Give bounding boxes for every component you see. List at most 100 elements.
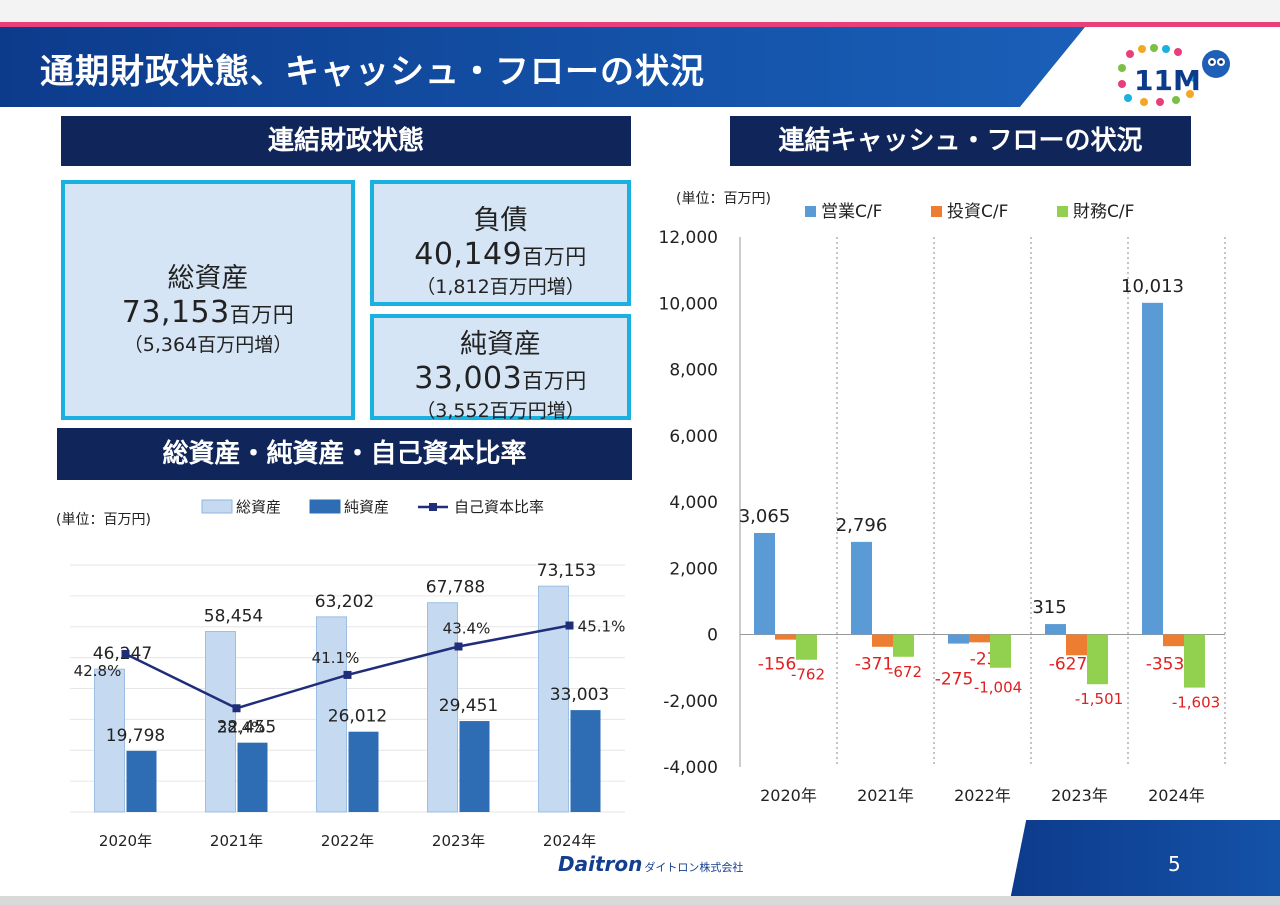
y-tick-label: 2,000 <box>669 559 718 579</box>
ratio-marker <box>121 649 130 658</box>
x-tick-label: 2021年 <box>210 832 263 850</box>
bar-total-assets <box>427 602 458 813</box>
x-tick-label: 2022年 <box>954 786 1011 805</box>
section-header-cashflow: 連結キャッシュ・フローの状況 <box>730 116 1191 166</box>
bar-net-assets <box>126 750 157 812</box>
bar-total-assets <box>94 668 125 813</box>
bar-operating-cf <box>851 541 872 635</box>
legend-label: 自己資本比率 <box>454 498 544 516</box>
total-assets-label: 総資産 <box>167 263 249 294</box>
section-header-assets-chart: 総資産・純資産・自己資本比率 <box>57 428 632 480</box>
total-assets-value-label: 73,153 <box>537 561 596 581</box>
cf-value-label: -1,501 <box>1075 690 1123 708</box>
total-assets-change: （5,364百万円増） <box>123 334 293 356</box>
net-assets-box: 純資産 33,003百万円 （3,552百万円増） <box>370 314 631 422</box>
bar-investing-cf <box>872 634 893 647</box>
net-assets-value-label: 29,451 <box>439 696 498 716</box>
ratio-value-label: 45.1% <box>578 618 626 636</box>
bar-financing-cf <box>990 634 1011 668</box>
cf-value-label: 315 <box>1032 597 1066 618</box>
legend-swatch <box>309 499 341 514</box>
bar-operating-cf <box>1045 624 1066 635</box>
company-logo: Daitron ダイトロン株式会社 <box>558 852 744 876</box>
bar-net-assets <box>348 731 379 812</box>
cf-value-label: 2,796 <box>836 515 888 536</box>
page-title: 通期財政状態、キャッシュ・フローの状況 <box>40 52 705 92</box>
net-assets-value: 33,003百万円 <box>414 361 587 396</box>
top-strip <box>0 0 1280 24</box>
bar-financing-cf <box>893 634 914 657</box>
y-tick-label: 8,000 <box>669 361 718 381</box>
ratio-marker <box>565 621 574 630</box>
liabilities-value: 40,149百万円 <box>414 237 587 272</box>
bar-net-assets <box>237 742 268 812</box>
section-header-balance: 連結財政状態 <box>61 116 631 166</box>
x-tick-label: 2023年 <box>432 832 485 850</box>
x-tick-label: 2024年 <box>1148 786 1205 805</box>
bar-financing-cf <box>1087 634 1108 685</box>
y-tick-label: 6,000 <box>669 427 718 447</box>
brand-logo-icon: 11M <box>1118 44 1230 106</box>
y-tick-label: 12,000 <box>659 228 718 248</box>
bar-total-assets <box>205 631 236 813</box>
legend-label: 投資C/F <box>947 202 1008 222</box>
bottom-strip <box>0 896 1280 905</box>
cf-value-label: -762 <box>791 666 825 684</box>
net-assets-value-label: 19,798 <box>106 726 165 746</box>
liabilities-box: 負債 40,149百万円 （1,812百万円増） <box>370 180 631 306</box>
ratio-marker <box>343 670 352 679</box>
ratio-value-label: 43.4% <box>443 620 491 638</box>
footer-band <box>1010 820 1280 900</box>
ratio-value-label: 38.4% <box>218 718 266 736</box>
y-tick-label: 0 <box>707 626 718 646</box>
bar-total-assets <box>538 585 569 813</box>
net-assets-value-label: 26,012 <box>328 707 387 727</box>
legend-swatch <box>931 206 942 217</box>
x-tick-label: 2020年 <box>760 786 817 805</box>
legend-swatch <box>805 206 816 217</box>
right-unit-note: (単位：百万円) <box>676 191 771 207</box>
cf-value-label: -275 <box>935 670 974 690</box>
ratio-marker <box>454 642 463 651</box>
net-assets-label: 純資産 <box>460 329 541 360</box>
ratio-value-label: 41.1% <box>312 649 360 667</box>
bar-operating-cf <box>948 634 969 644</box>
page-number: 5 <box>1168 852 1181 876</box>
x-tick-label: 2021年 <box>857 786 914 805</box>
cf-value-label: -1,603 <box>1172 694 1220 712</box>
assets-ratio-chart: 総資産純資産自己資本比率46,24719,7982020年58,45422,45… <box>70 498 626 850</box>
legend-marker <box>429 503 437 511</box>
bar-operating-cf <box>1142 302 1163 635</box>
cf-value-label: 3,065 <box>739 506 791 527</box>
cf-value-label: 10,013 <box>1121 276 1184 297</box>
cf-value-label: -672 <box>888 663 922 681</box>
total-assets-value: 73,153百万円 <box>121 295 295 330</box>
ratio-marker <box>232 704 241 713</box>
cashflow-chart: 営業C/F 投資C/F 財務C/F 12,000 10,000 8,000 6,000 4,0… <box>659 202 1226 805</box>
total-assets-value-label: 63,202 <box>315 592 374 612</box>
bar-investing-cf <box>1163 634 1184 647</box>
net-assets-change: （3,552百万円増） <box>416 400 585 422</box>
x-tick-label: 2024年 <box>543 832 596 850</box>
x-tick-label: 2022年 <box>321 832 374 850</box>
cf-value-label: -156 <box>758 655 797 675</box>
liabilities-label: 負債 <box>473 205 528 236</box>
legend-label: 総資産 <box>236 498 281 516</box>
bar-investing-cf <box>969 634 990 643</box>
left-unit-note: (単位：百万円) <box>56 512 151 528</box>
title-band <box>0 27 1085 107</box>
legend-label: 純資産 <box>344 498 389 516</box>
bar-net-assets <box>570 710 601 812</box>
cf-value-label: -371 <box>855 655 894 675</box>
cf-value-label: -353 <box>1146 655 1185 675</box>
y-tick-label: -2,000 <box>663 692 718 712</box>
legend-swatch <box>1057 206 1068 217</box>
bar-operating-cf <box>754 532 775 635</box>
y-tick-label: -4,000 <box>663 758 718 778</box>
cf-value-label: -627 <box>1049 655 1088 675</box>
bar-financing-cf <box>796 634 817 660</box>
total-assets-box: 総資産 73,153百万円 （5,364百万円増） <box>61 180 355 420</box>
liabilities-change: （1,812百万円増） <box>416 276 585 298</box>
bar-net-assets <box>459 721 490 812</box>
legend-label: 財務C/F <box>1073 202 1134 222</box>
